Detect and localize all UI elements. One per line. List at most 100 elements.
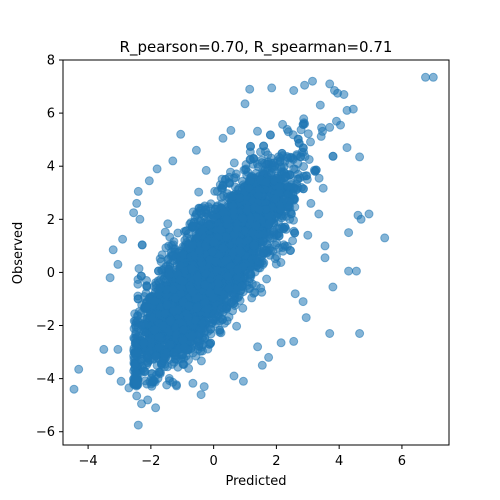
scatter-point [229, 158, 239, 168]
scatter-point [163, 219, 173, 229]
scatter-point [131, 329, 141, 339]
scatter-point [139, 339, 149, 349]
scatter-point [238, 303, 248, 313]
scatter-point [136, 354, 146, 364]
scatter-point [137, 320, 146, 330]
scatter-point [310, 166, 320, 176]
scatter-point [258, 248, 268, 258]
scatter-point [276, 204, 285, 214]
scatter-point [184, 301, 194, 311]
scatter-point [164, 241, 174, 251]
scatter-point [246, 141, 255, 151]
scatter-point [178, 276, 188, 286]
scatter-point [194, 187, 204, 197]
scatter-point [244, 184, 254, 194]
scatter-point [276, 258, 286, 267]
scatter-point [188, 378, 198, 388]
scatter-point [133, 279, 143, 289]
scatter-point [233, 265, 243, 275]
scatter-point [293, 174, 303, 184]
scatter-point [332, 116, 341, 126]
scatter-point [151, 351, 161, 361]
scatter-point [157, 250, 167, 260]
scatter-point [213, 279, 223, 288]
scatter-point [194, 341, 204, 351]
scatter-point [296, 152, 306, 162]
scatter-point [205, 339, 215, 349]
scatter-point [284, 182, 293, 192]
scatter-point [232, 224, 242, 234]
scatter-point [194, 245, 204, 255]
scatter-point [239, 165, 249, 175]
scatter-point [210, 204, 220, 214]
scatter-point [318, 126, 327, 136]
scatter-point [175, 261, 185, 271]
scatter-point [225, 178, 235, 188]
scatter-point [155, 283, 165, 293]
scatter-point [227, 297, 237, 307]
scatter-point [206, 324, 216, 334]
scatter-point [234, 246, 244, 255]
scatter-point [169, 306, 179, 315]
scatter-point [290, 228, 300, 238]
scatter-point [216, 225, 226, 234]
scatter-point [272, 173, 282, 183]
scatter-point [215, 325, 225, 335]
scatter-point [208, 293, 218, 303]
scatter-point [247, 293, 257, 303]
scatter-point [288, 236, 298, 246]
scatter-point [249, 241, 259, 250]
scatter-point [272, 251, 281, 261]
scatter-point [154, 367, 164, 377]
scatter-point [187, 264, 197, 274]
chart-title: R_pearson=0.70, R_spearman=0.71 [120, 38, 393, 57]
scatter-point [192, 303, 202, 313]
scatter-point [133, 294, 143, 304]
scatter-point [196, 356, 206, 366]
scatter-point [133, 347, 143, 357]
scatter-point [211, 257, 221, 267]
scatter-point [325, 122, 335, 132]
scatter-point [285, 246, 295, 255]
scatter-point [179, 325, 189, 335]
scatter-point [154, 343, 164, 353]
scatter-point [137, 240, 147, 250]
scatter-point [261, 177, 271, 187]
scatter-point [187, 221, 197, 231]
scatter-point [242, 204, 252, 214]
scatter-point [269, 158, 279, 168]
scatter-point [188, 240, 198, 250]
scatter-point [187, 331, 196, 341]
scatter-point [148, 313, 158, 323]
scatter-point [298, 120, 308, 129]
scatter-point [282, 124, 292, 134]
scatter-point [262, 274, 272, 284]
scatter-point [165, 232, 175, 242]
scatter-point [150, 325, 159, 335]
scatter-point [222, 214, 232, 224]
scatter-point [299, 162, 309, 171]
scatter-point [196, 208, 206, 218]
scatter-point [265, 130, 275, 140]
scatter-point [141, 302, 151, 312]
scatter-point [328, 151, 338, 161]
scatter-point [197, 319, 207, 328]
scatter-point [253, 191, 263, 200]
scatter-point [168, 251, 178, 261]
scatter-point [288, 189, 298, 199]
scatter-point [223, 271, 233, 281]
scatter-point [247, 228, 257, 238]
scatter-point [256, 283, 266, 293]
scatter-point [192, 272, 202, 282]
scatter-point [259, 141, 269, 151]
scatter-point [218, 315, 227, 324]
scatter-point [209, 314, 218, 324]
scatter-point [245, 214, 255, 223]
scatter-point [277, 148, 287, 158]
scatter-point [201, 165, 211, 175]
scatter-point [221, 232, 231, 242]
scatter-point [212, 266, 222, 276]
scatter-point [278, 243, 288, 252]
scatter-points-dense [129, 114, 345, 391]
